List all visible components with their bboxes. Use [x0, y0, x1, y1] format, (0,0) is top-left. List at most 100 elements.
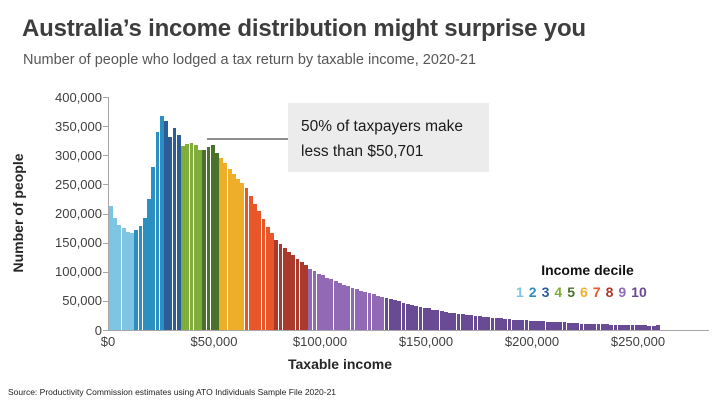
y-tick-label: 400,000: [55, 89, 102, 105]
histogram-bar: [545, 321, 550, 330]
histogram-bar: [329, 279, 334, 330]
histogram-bar: [321, 275, 325, 330]
histogram-bar: [431, 309, 436, 330]
histogram-bar: [384, 297, 389, 330]
y-tick-mark: [103, 126, 108, 128]
histogram-bar: [333, 281, 338, 330]
histogram-bar: [452, 313, 457, 330]
y-tick-mark: [103, 330, 108, 331]
annotation-connector-line: [207, 138, 288, 140]
histogram-bar: [507, 318, 512, 330]
histogram-bar: [533, 320, 537, 330]
histogram-bar: [142, 217, 147, 330]
histogram-bar: [418, 306, 423, 330]
histogram-bar: [215, 152, 219, 330]
histogram-bar: [248, 196, 253, 330]
histogram-bar: [651, 325, 656, 330]
legend-decile-7: 7: [592, 284, 601, 300]
histogram-bar: [223, 163, 228, 330]
x-tick-label: $150,000: [398, 334, 454, 349]
histogram-bar: [308, 268, 313, 330]
histogram-bar: [138, 225, 143, 330]
y-tick-label: 50,000: [62, 293, 102, 309]
histogram-bar: [376, 295, 380, 330]
x-tick-label: $50,000: [190, 334, 238, 349]
histogram-bar: [354, 289, 359, 330]
legend-decile-1: 1: [516, 284, 524, 300]
legend-decile-8: 8: [605, 284, 614, 300]
histogram-bar: [600, 324, 605, 330]
histogram-bar: [193, 145, 198, 330]
legend-decile-3: 3: [541, 284, 550, 300]
histogram-bar: [520, 320, 525, 330]
histogram-bar: [287, 251, 291, 330]
histogram-bar: [125, 231, 130, 330]
x-tick-label: $250,000: [610, 334, 666, 349]
page-title: Australia’s income distribution might su…: [22, 15, 586, 42]
y-tick-mark: [103, 242, 108, 244]
histogram-bar: [261, 219, 266, 330]
annotation-text: 50% of taxpayers make less than $50,701: [288, 103, 489, 164]
y-tick-mark: [103, 97, 108, 98]
histogram-bar: [443, 311, 448, 330]
histogram-bar: [609, 324, 614, 330]
x-tick-label: $0: [100, 334, 116, 349]
histogram-bar: [639, 325, 643, 330]
histogram-bar: [596, 324, 601, 330]
histogram-bar: [185, 144, 190, 330]
histogram-bar: [346, 286, 351, 330]
histogram-bar: [655, 324, 660, 330]
histogram-bar: [575, 323, 580, 330]
histogram-bar: [147, 198, 151, 330]
annotation-callout: 50% of taxpayers make less than $50,701: [288, 103, 489, 172]
histogram-bar: [168, 137, 173, 330]
histogram-bar: [465, 314, 469, 330]
histogram-bar: [134, 230, 139, 330]
histogram-bar: [388, 299, 393, 330]
histogram-bar: [130, 233, 134, 330]
histogram-bar: [151, 166, 156, 330]
histogram-bar: [456, 313, 461, 330]
histogram-bar: [397, 301, 402, 330]
y-tick-label: 250,000: [55, 176, 102, 192]
histogram-bar: [240, 183, 245, 330]
histogram-bar: [554, 322, 558, 330]
y-tick-mark: [103, 271, 108, 273]
histogram-bar: [299, 261, 304, 330]
histogram-bar: [422, 307, 427, 330]
histogram-bar: [291, 255, 296, 330]
histogram-bar: [439, 310, 444, 330]
x-tick-label: $200,000: [504, 334, 560, 349]
histogram-bar: [155, 131, 160, 330]
histogram-bar: [592, 324, 597, 330]
histogram-bar: [159, 115, 164, 330]
histogram-bar: [367, 293, 372, 330]
histogram-bar: [558, 322, 563, 330]
histogram-bar: [236, 178, 240, 330]
histogram-bar: [363, 292, 368, 330]
histogram-bar: [405, 303, 410, 330]
legend-decile-numbers: 1 2 3 4 5 6 7 8 9 10: [516, 284, 647, 300]
y-tick-mark: [103, 184, 108, 186]
histogram-bar: [219, 158, 224, 330]
x-axis-title: Taxable income: [287, 356, 393, 372]
histogram-bar: [325, 277, 330, 330]
histogram-bar: [494, 317, 499, 330]
source-note: Source: Productivity Commission estimate…: [8, 387, 337, 397]
y-tick-label: 0: [94, 322, 102, 338]
legend-decile-5: 5: [567, 284, 575, 300]
histogram-bar: [427, 308, 431, 330]
histogram-bar: [469, 315, 474, 330]
histogram-bar: [316, 273, 321, 330]
histogram-bar: [304, 265, 308, 330]
histogram-bar: [482, 316, 486, 330]
histogram-bar: [516, 319, 520, 330]
histogram-bar: [350, 288, 355, 330]
histogram-bar: [393, 300, 397, 330]
histogram-bar: [270, 233, 274, 330]
y-tick-label: 350,000: [55, 118, 102, 134]
histogram-bar: [473, 316, 478, 330]
histogram-bar: [109, 205, 113, 330]
